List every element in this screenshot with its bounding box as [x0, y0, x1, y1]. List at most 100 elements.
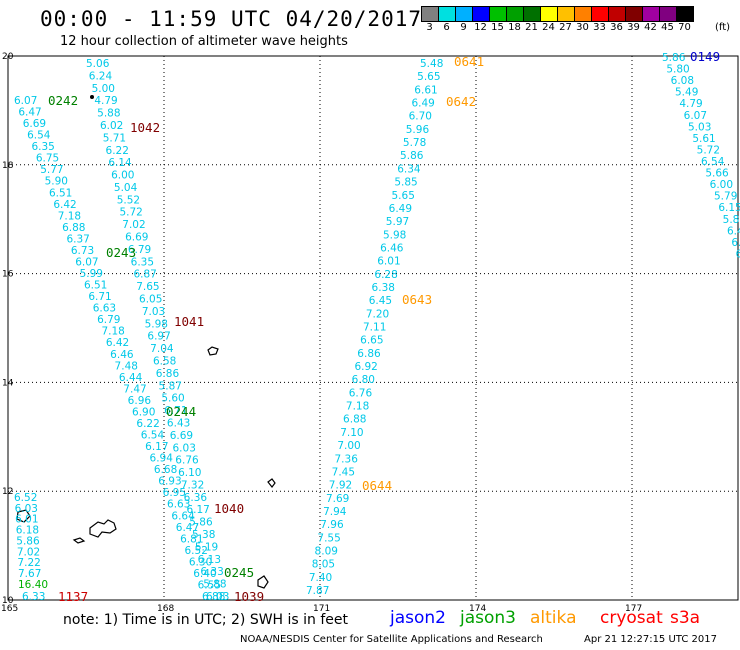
wave-height-value: 7.18 [346, 401, 369, 413]
legend-label: 18 [508, 22, 521, 33]
pass-time-label: 0149 [690, 49, 720, 64]
wave-height-value: 6.05 [139, 294, 162, 306]
wave-height-value: 6.40 [193, 568, 216, 580]
wave-height-value: 6.47 [176, 522, 199, 534]
wave-height-value: 5.80 [666, 64, 689, 76]
legend-label: 30 [576, 22, 589, 33]
wave-height-value: 7.32 [181, 479, 204, 491]
wave-height-value: 5.97 [386, 216, 409, 228]
wave-height-value: 6.35 [131, 256, 154, 268]
wave-height-value: 6.28 [374, 269, 397, 281]
wave-height-value: 7.47 [123, 383, 146, 395]
wave-height-value: 6.88 [62, 222, 85, 234]
wave-height-value: 6.17 [186, 504, 209, 516]
legend-swatch [575, 7, 592, 21]
wave-height-value: 7.02 [17, 546, 40, 558]
wave-height-value: 6.75 [36, 153, 59, 165]
legend-swatch [456, 7, 473, 21]
wave-height-value: 6.42 [106, 337, 129, 349]
wave-height-value: 6.33 [200, 566, 223, 578]
legend-label: 33 [593, 22, 606, 33]
legend-swatch [524, 7, 541, 21]
satellite-label: jason3 [460, 608, 516, 628]
legend-swatch [439, 7, 456, 21]
color-scale-legend [421, 6, 694, 22]
wave-height-value: 5.79 [714, 191, 737, 203]
wave-height-value: 5.98 [145, 318, 168, 330]
satellite-tracks: 5.066.245.004.795.886.025.716.226.146.00… [14, 52, 740, 603]
wave-height-value: 6.52 [14, 492, 37, 504]
legend-swatch [592, 7, 609, 21]
wave-height-value: 5.72 [697, 144, 720, 156]
wave-height-value: 6.71 [88, 291, 111, 303]
wave-height-value: 6.07 [14, 95, 37, 107]
wave-height-value: 6.94 [150, 453, 174, 465]
wave-height-value: 6.03 [206, 591, 229, 603]
wave-height-value: 6.43 [167, 417, 190, 429]
wave-height-value: 6.88 [202, 591, 225, 603]
wave-height-value: 6.46 [380, 242, 404, 254]
satellite-label: altika [530, 608, 577, 628]
wave-height-value: 6.4 [736, 248, 740, 260]
wave-height-value: 6.47 [18, 107, 41, 119]
legend-swatch [643, 7, 660, 21]
legend-swatch [490, 7, 507, 21]
wave-height-value: 7.48 [115, 360, 138, 372]
lat-tick-label: 12 [2, 487, 13, 497]
wave-height-value: 7.10 [340, 427, 363, 439]
wave-height-value: 6.55 [198, 579, 221, 591]
wave-height-value: 5.60 [161, 393, 184, 405]
wave-height-value: 6.03 [173, 442, 196, 454]
wave-height-value: 5.99 [80, 268, 103, 280]
wave-height-value: 6.76 [175, 455, 199, 467]
wave-height-value: 6.5 [731, 237, 740, 249]
island-outline [257, 575, 269, 589]
wave-height-value: 6.76 [349, 387, 373, 399]
wave-height-value: 5.61 [692, 133, 715, 145]
legend-label: 15 [491, 22, 504, 33]
wave-height-value: 5.77 [40, 164, 63, 176]
wave-height-value: 7.20 [366, 308, 389, 320]
wave-height-value: 7.67 [18, 568, 41, 580]
wave-height-value: 6.68 [154, 464, 177, 476]
wave-height-value: 5.71 [103, 132, 126, 144]
wave-height-value: 7.55 [317, 532, 340, 544]
wave-height-value: 6.18 [16, 525, 39, 537]
island-outline [72, 537, 86, 544]
satellite-label: s3a [670, 608, 701, 628]
map-grid [7, 55, 739, 601]
pass-time-label: 0244 [166, 404, 196, 419]
wave-height-value: 5.65 [417, 71, 440, 83]
legend-swatch [507, 7, 524, 21]
wave-height-value: 5.48 [420, 58, 443, 70]
wave-height-value: 6.87 [133, 269, 156, 281]
wave-height-value: 6.42 [53, 199, 76, 211]
wave-height-value: 6.44 [119, 372, 143, 384]
wave-height-value: 6.00 [111, 170, 134, 182]
pass-time-label: 0641 [454, 54, 484, 69]
wave-height-value: 6.13 [198, 554, 221, 566]
pass-time-label: 1137 [58, 589, 88, 604]
wave-height-value: 6.69 [125, 232, 148, 244]
wave-height-value: 8.05 [312, 559, 335, 571]
legend-swatch [626, 7, 643, 21]
wave-height-value: 6.69 [23, 118, 46, 130]
wave-height-value: 6.51 [49, 187, 72, 199]
wave-height-value: 6.02 [100, 120, 123, 132]
lat-tick-label: 10 [2, 596, 14, 606]
pass-time-label: 1042 [130, 120, 160, 135]
wave-height-value: 5.88 [97, 108, 120, 120]
wave-height-value: 5.98 [383, 229, 406, 241]
wave-height-value: 5.19 [195, 541, 218, 553]
wave-height-value: 6.08 [671, 75, 694, 87]
wave-height-value: 7.18 [101, 326, 124, 338]
wave-height-value: 5.72 [119, 207, 142, 219]
wave-height-value: 6.01 [15, 514, 38, 526]
wave-height-value: 7.00 [337, 440, 360, 452]
pass-time-label: 0643 [402, 292, 432, 307]
satellite-label: jason2 [390, 608, 446, 628]
pass-time-label: 1041 [174, 314, 204, 329]
wave-height-value: 7.18 [58, 210, 81, 222]
island-outline [89, 519, 117, 538]
wave-height-value: 5.49 [675, 87, 698, 99]
